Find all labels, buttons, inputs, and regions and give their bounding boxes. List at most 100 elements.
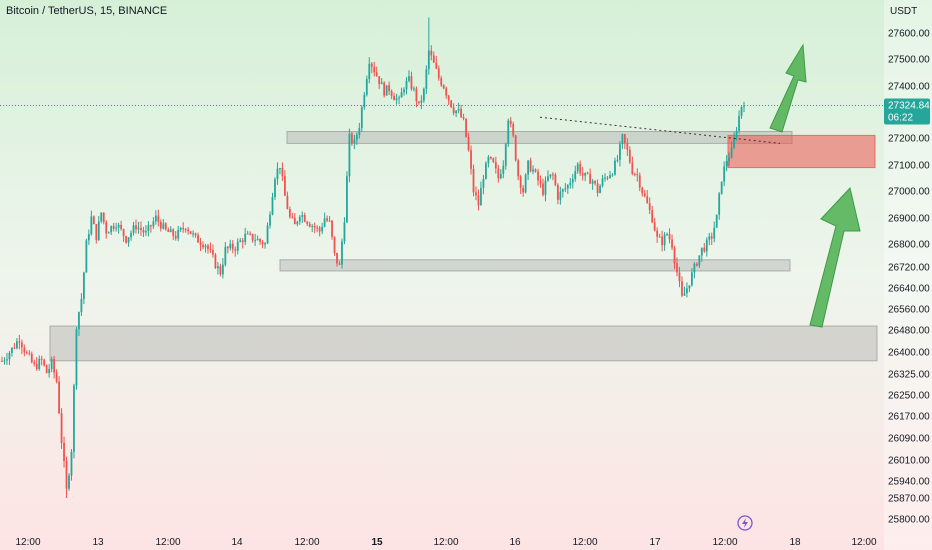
candle-body: [246, 233, 249, 235]
candle-body: [718, 193, 721, 215]
candle-body: [710, 236, 713, 239]
candle-body: [125, 236, 127, 243]
candle-body: [306, 221, 309, 224]
projection-arrow[interactable]: [769, 43, 807, 133]
candle-body: [646, 196, 649, 204]
candle-body: [584, 172, 587, 176]
candle-body: [75, 329, 78, 386]
candle-body: [482, 179, 485, 188]
x-tick-label: 16: [509, 537, 521, 548]
candle-body: [11, 347, 13, 353]
candle-body: [497, 168, 500, 179]
candle-body: [358, 128, 361, 135]
candle-body: [97, 221, 100, 241]
candle-body: [189, 231, 192, 234]
projection-arrow[interactable]: [809, 186, 861, 328]
candle-body: [149, 225, 152, 227]
candle-body: [723, 166, 726, 182]
candle-body: [1, 360, 3, 362]
resistance-zone[interactable]: [286, 131, 793, 144]
candle-body: [90, 216, 93, 235]
candle-body: [110, 225, 113, 233]
candle-body: [405, 80, 408, 90]
candle-body: [517, 160, 520, 177]
candle-body: [172, 229, 175, 236]
candle-body: [80, 298, 83, 313]
candle-body: [328, 220, 331, 222]
candle-body: [725, 161, 728, 167]
candle-body: [219, 266, 222, 275]
lightning-icon[interactable]: [737, 515, 753, 531]
candle-body: [395, 98, 398, 101]
current-price-tag[interactable]: [884, 98, 930, 125]
candle-body: [370, 63, 373, 67]
candle-body: [559, 191, 562, 200]
candle-body: [420, 100, 423, 103]
candle-body: [631, 162, 634, 174]
candle-body: [60, 413, 63, 443]
x-tick-label: 13: [92, 537, 104, 548]
candle-body: [169, 229, 172, 233]
candle-body: [606, 177, 609, 179]
x-tick-label: 15: [371, 537, 383, 548]
candle-body: [651, 210, 654, 223]
candle-body: [579, 163, 582, 174]
support-zone[interactable]: [279, 259, 791, 272]
y-tick-label: 27600.00: [888, 29, 930, 40]
candle-body: [504, 144, 507, 166]
candle-body: [162, 223, 165, 229]
candle-body: [251, 233, 254, 241]
candle-body: [715, 214, 718, 228]
candle-body: [236, 241, 239, 251]
candle-body: [413, 88, 415, 90]
candle-body: [269, 214, 271, 226]
candle-body: [442, 85, 445, 89]
candle-body: [231, 243, 234, 250]
candle-body: [130, 232, 132, 238]
candle-body: [256, 239, 259, 241]
candle-body: [202, 244, 204, 248]
candle-body: [633, 173, 636, 175]
candle-body: [594, 180, 597, 184]
candle-body: [199, 242, 202, 245]
candle-body: [274, 179, 276, 198]
candle-body: [519, 176, 522, 188]
candle-body: [353, 139, 356, 144]
candle-body: [502, 165, 505, 174]
candle-body: [695, 263, 698, 266]
candle-body: [154, 215, 157, 222]
entry-zone[interactable]: [727, 134, 876, 169]
candle-body: [601, 178, 604, 186]
candle-body: [542, 183, 544, 195]
candle-body: [688, 285, 691, 289]
candle-body: [569, 182, 572, 186]
candle-body: [311, 225, 314, 227]
demand-zone[interactable]: [49, 325, 878, 362]
candle-body: [690, 272, 693, 286]
chart-title: Bitcoin / TetherUS, 15, BINANCE: [6, 5, 167, 17]
candle-body: [348, 133, 351, 177]
x-tick-label: 12:00: [851, 537, 876, 548]
y-tick-label: 26170.00: [888, 412, 930, 423]
candle-body: [656, 230, 659, 237]
candle-body: [3, 360, 6, 362]
candle-body: [234, 249, 237, 251]
y-tick-label: 27200.00: [888, 134, 930, 145]
candle-body: [35, 363, 38, 370]
candle-body: [363, 94, 366, 108]
candle-body: [244, 233, 247, 243]
candle-body: [6, 359, 8, 361]
candles: [1, 17, 745, 498]
candle-body: [621, 134, 624, 145]
candle-body: [50, 359, 53, 370]
candle-body: [301, 214, 304, 217]
candle-body: [410, 76, 413, 89]
candle-body: [507, 120, 510, 145]
trend-line[interactable]: [539, 116, 781, 144]
candle-body: [92, 216, 95, 225]
price-axis-panel[interactable]: [884, 0, 932, 550]
candle-body: [303, 214, 306, 222]
candle-body: [730, 147, 733, 158]
candle-body: [743, 105, 745, 107]
